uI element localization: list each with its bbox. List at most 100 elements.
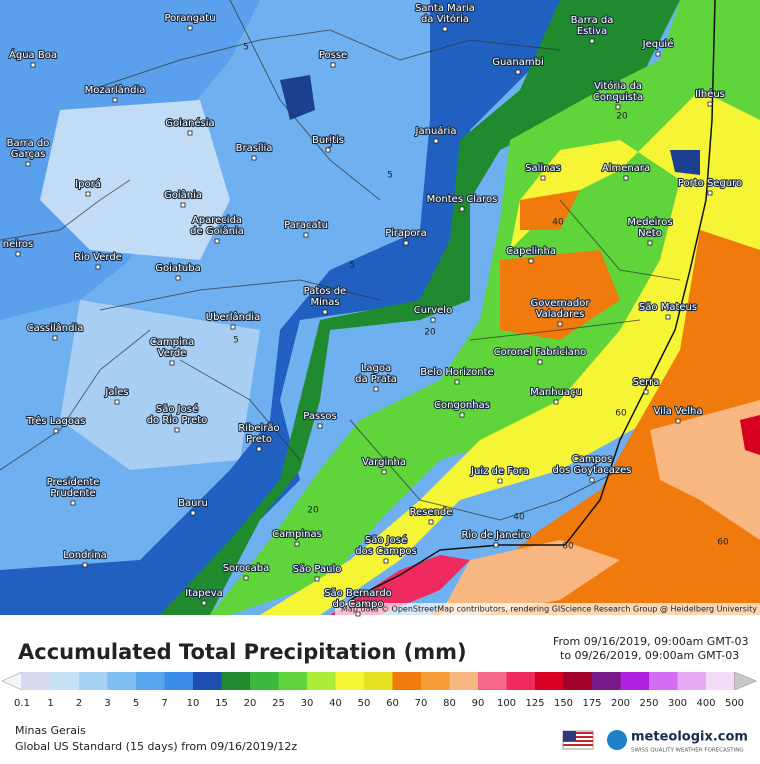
city-dot	[214, 238, 220, 244]
legend-swatch	[421, 672, 450, 690]
logo-icon	[607, 730, 627, 750]
legend-tick-label: 60	[386, 698, 399, 709]
city-dot	[459, 412, 465, 418]
contour-label: 40	[552, 218, 564, 228]
city-dot	[112, 97, 118, 103]
legend-swatch	[506, 672, 535, 690]
city-label: Patos de	[304, 286, 347, 297]
city-dot	[707, 190, 713, 196]
legend-swatch	[107, 672, 136, 690]
legend-tick-label: 150	[554, 698, 573, 709]
legend-arrow-right	[734, 671, 758, 691]
city-label: Guanambi	[492, 57, 544, 68]
model-info: Global US Standard (15 days) from 09/16/…	[15, 740, 297, 753]
region: Minas Gerais	[15, 724, 86, 737]
legend-title: Accumulated Total Precipitation (mm)	[18, 640, 467, 664]
brand: meteologix.com	[631, 730, 748, 745]
city-dot	[433, 138, 439, 144]
zone	[440, 400, 760, 615]
city-dot	[540, 175, 546, 181]
city-label: Londrina	[63, 550, 107, 561]
city-label: Garças	[11, 149, 46, 160]
contour-label: 5	[387, 171, 393, 181]
legend-swatch	[620, 672, 649, 690]
city-label: São Paulo	[293, 564, 342, 575]
city-label: Rio Verde	[74, 252, 122, 263]
city-label: Governador	[531, 298, 591, 309]
legend-tick-label: 40	[329, 698, 342, 709]
city-dot	[497, 478, 503, 484]
city-label: Belo Horizonte	[420, 367, 493, 378]
city-label: Resende	[410, 507, 453, 518]
city-dot	[557, 321, 563, 327]
city-label: Buritis	[312, 135, 344, 146]
city-dot	[317, 423, 323, 429]
city-dot	[114, 399, 120, 405]
city-dot	[169, 360, 175, 366]
city-label: Porto Seguro	[678, 178, 742, 189]
city-label: Paracatu	[284, 220, 328, 231]
city-dot	[615, 104, 621, 110]
legend-swatch	[136, 672, 165, 690]
city-label: Barra do	[7, 138, 50, 149]
city-label: Vitória da	[594, 80, 642, 92]
city-label: Conquista	[593, 92, 643, 103]
city-dot	[303, 232, 309, 238]
city-label: Valadares	[536, 309, 585, 320]
border	[0, 0, 681, 521]
city-dot	[403, 240, 409, 246]
city-label: Juiz de Fora	[470, 466, 529, 477]
city-dot	[553, 399, 559, 405]
flag-stripes	[563, 732, 593, 746]
city-label: Iporá	[75, 178, 101, 190]
city-label: da Vitória	[421, 13, 469, 25]
city-dot	[623, 175, 629, 181]
city-label: Vila Velha	[654, 406, 703, 417]
city-label: Lagoa	[361, 363, 391, 374]
city-dot	[30, 62, 36, 68]
city-label: Estiva	[577, 26, 607, 37]
attribution: Map data © OpenStreetMap contributors, r…	[341, 605, 757, 614]
legend-swatch	[335, 672, 364, 690]
city-label: Porangatu	[164, 13, 215, 24]
legend-tick-label: 3	[104, 698, 110, 709]
city-label: Verde	[158, 348, 187, 359]
city-label: Mozarlândia	[85, 84, 146, 96]
legend-tick-label: 100	[497, 698, 516, 709]
city-label: São José	[156, 403, 198, 415]
city-label: Minas	[310, 297, 339, 308]
contour-label: 60	[562, 542, 574, 552]
legend-tick-label: 400	[696, 698, 715, 709]
zone	[740, 415, 760, 455]
city-label: do Campo	[333, 599, 384, 610]
legend-swatch	[392, 672, 421, 690]
city-label: Posse	[319, 50, 347, 61]
city-label: Jequié	[642, 38, 674, 50]
city-label: Uberlândia	[206, 311, 260, 323]
city-dot	[243, 575, 249, 581]
city-dot	[381, 469, 387, 475]
city-label: Salinas	[525, 163, 561, 174]
city-label: do Rio Preto	[147, 415, 208, 426]
contour-label: 5	[349, 261, 355, 271]
city-dot	[70, 500, 76, 506]
city-dot	[493, 542, 499, 548]
city-dot	[373, 386, 379, 392]
city-label: Neto	[638, 228, 662, 239]
city-dot	[175, 275, 181, 281]
city-label: Serra	[633, 377, 660, 388]
contour-label: 60	[717, 538, 729, 548]
city-label: Varginha	[362, 457, 406, 468]
flag	[562, 730, 594, 750]
city-label: Preto	[246, 434, 272, 445]
legend-swatch	[364, 672, 393, 690]
city-label: Goianésia	[165, 117, 214, 129]
legend-swatch	[250, 672, 279, 690]
city-dot	[82, 562, 88, 568]
legend-swatch	[535, 672, 564, 690]
legend-swatch	[649, 672, 678, 690]
city-label: São Bernardo	[324, 588, 392, 599]
legend-tick-label: 200	[611, 698, 630, 709]
city-label: Capelinha	[506, 246, 556, 257]
city-label: da Prata	[355, 374, 397, 385]
